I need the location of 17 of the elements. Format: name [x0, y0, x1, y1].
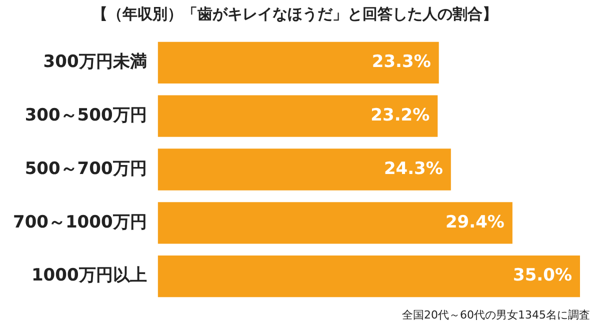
- y-tick-label: 500～700万円: [24, 158, 147, 179]
- y-tick-label: 300万円未満: [43, 52, 147, 72]
- bar: [158, 148, 451, 190]
- data-label: 24.3%: [384, 158, 443, 179]
- data-label: 35.0%: [513, 266, 572, 286]
- y-tick-label: 300～500万円: [24, 106, 147, 126]
- data-label: 29.4%: [445, 212, 504, 232]
- bar: [158, 255, 580, 298]
- y-tick-label: 1000万円以上: [31, 266, 147, 286]
- bar: [158, 42, 439, 84]
- y-tick-label: 700～1000万円: [12, 212, 147, 232]
- text: 全国20代～60代の男女1345名に調査: [402, 308, 590, 322]
- bar: [158, 202, 512, 244]
- chart-title: 【（年収別）「歯がキレイなほうだ」と回答した人の割合】: [92, 4, 498, 23]
- data-label: 23.2%: [370, 106, 430, 126]
- data-label: 23.3%: [372, 52, 431, 72]
- bar: [158, 95, 438, 137]
